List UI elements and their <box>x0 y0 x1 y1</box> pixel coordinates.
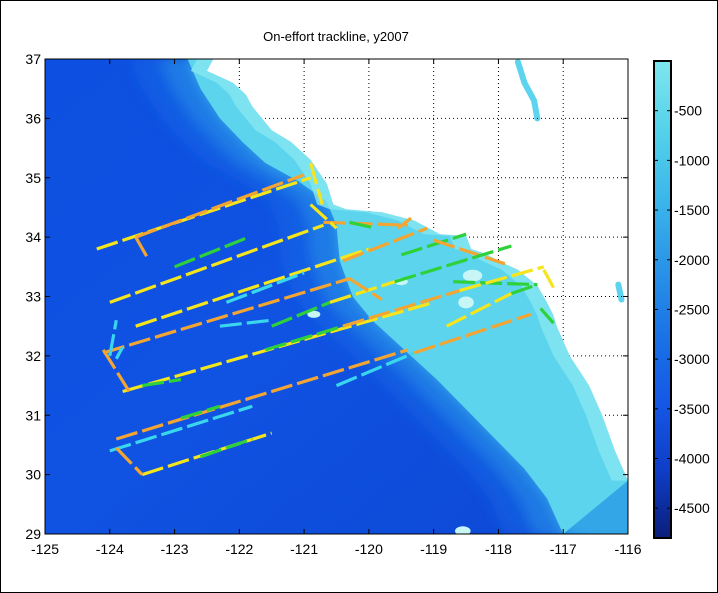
y-tick-label: 37 <box>25 51 41 67</box>
y-tick-label: 36 <box>25 110 41 126</box>
trackline-orange <box>135 173 305 239</box>
trackline-orange <box>348 277 383 301</box>
y-tick-label: 35 <box>25 170 41 186</box>
y-tick-label: 29 <box>25 526 41 542</box>
trackline-green <box>271 300 331 328</box>
trackline-orange <box>102 277 350 355</box>
land-layer <box>206 59 628 481</box>
colorbar-tick-label: -1500 <box>674 202 710 218</box>
colorbar-tick-label: -3500 <box>674 401 710 417</box>
x-tick-label: -122 <box>225 541 253 557</box>
trackline-orange <box>397 216 412 230</box>
colorbar-ticks: -500 -1000 -1500 -2000 -2500 -3000 -3500 -4000 -… <box>654 103 710 516</box>
trackline-yellow <box>309 162 324 205</box>
island <box>462 269 483 282</box>
x-tick-label: -125 <box>31 541 59 557</box>
y-tick-label: 32 <box>25 348 41 364</box>
island <box>307 310 321 318</box>
island <box>455 526 471 534</box>
trackline-orange <box>413 312 532 355</box>
colorbar-tick-label: -4000 <box>674 451 710 467</box>
trackline-green <box>174 236 247 269</box>
colorbar: -500 -1000 -1500 -2000 -2500 -3000 -3500 -4000 -… <box>653 60 710 539</box>
trackline-yellow <box>445 292 513 328</box>
trackline-green <box>453 280 538 287</box>
trackline-green <box>264 324 344 352</box>
trackline-orange <box>115 446 144 476</box>
x-tick-label: -117 <box>550 541 577 557</box>
trackline-green <box>199 437 253 459</box>
land-mass <box>206 59 628 481</box>
x-tick-label: -121 <box>290 541 318 557</box>
trackline-cyan <box>108 319 118 357</box>
plot-area <box>45 59 628 534</box>
trackline-orange <box>342 289 461 328</box>
trackline-orange <box>433 238 506 266</box>
island <box>458 296 474 309</box>
x-axis: -125 -124 -123 -122 -121 -120 -119 -118 -117 -116 <box>31 59 642 557</box>
trackline-yellow <box>309 203 338 230</box>
trackline-green <box>180 404 221 420</box>
inland-lake <box>615 281 625 303</box>
trackline-orange <box>101 349 131 393</box>
colorbar-tick-label: -2000 <box>674 252 710 268</box>
trackline-yellow <box>329 280 396 304</box>
colorbar-tick-label: -2500 <box>674 301 710 317</box>
y-tick-label: 34 <box>25 229 41 245</box>
trackline-yellow <box>109 223 325 304</box>
trackline-cyan <box>114 346 125 360</box>
colorbar-scale <box>653 60 672 539</box>
trackline-orange <box>115 348 409 441</box>
trackline-green <box>394 244 512 284</box>
x-tick-label: -116 <box>615 541 642 557</box>
x-tick-label: -120 <box>355 541 383 557</box>
trackline-cyan <box>335 351 415 388</box>
y-axis: 29 30 31 32 33 34 35 36 37 <box>25 51 628 542</box>
y-tick-label: 31 <box>25 407 41 423</box>
x-tick-label: -123 <box>161 541 189 557</box>
inland-lake <box>514 59 541 122</box>
x-tick-label: -119 <box>420 541 447 557</box>
trackline-yellow <box>459 265 545 293</box>
trackline-green <box>539 307 555 325</box>
trackline-green <box>510 283 538 296</box>
trackline-green <box>400 232 467 257</box>
trackline-yellow <box>542 269 555 289</box>
trackline-green <box>141 378 182 388</box>
trackline-orange <box>323 220 408 227</box>
trackline-green <box>349 220 376 230</box>
trackline-cyan <box>219 318 272 328</box>
trackline-yellow <box>135 247 370 328</box>
y-tick-label: 33 <box>25 289 41 305</box>
x-tick-label: -118 <box>485 541 512 557</box>
colorbar-tick-label: -3000 <box>674 351 710 367</box>
trackline-orange <box>134 236 150 261</box>
x-tick-label: -124 <box>96 541 124 557</box>
tracklines <box>96 162 555 477</box>
nearshore-shelf <box>190 59 628 481</box>
trackline-cyan <box>225 271 305 304</box>
colorbar-tick-label: -1000 <box>674 152 710 168</box>
trackline-cyan <box>109 404 253 453</box>
chart-title: On-effort trackline, y2007 <box>263 29 409 44</box>
trackline-orange <box>342 226 428 263</box>
colorbar-tick-label: -4500 <box>674 500 710 516</box>
colorbar-tick-label: -500 <box>674 103 702 119</box>
y-tick-label: 30 <box>25 467 41 483</box>
